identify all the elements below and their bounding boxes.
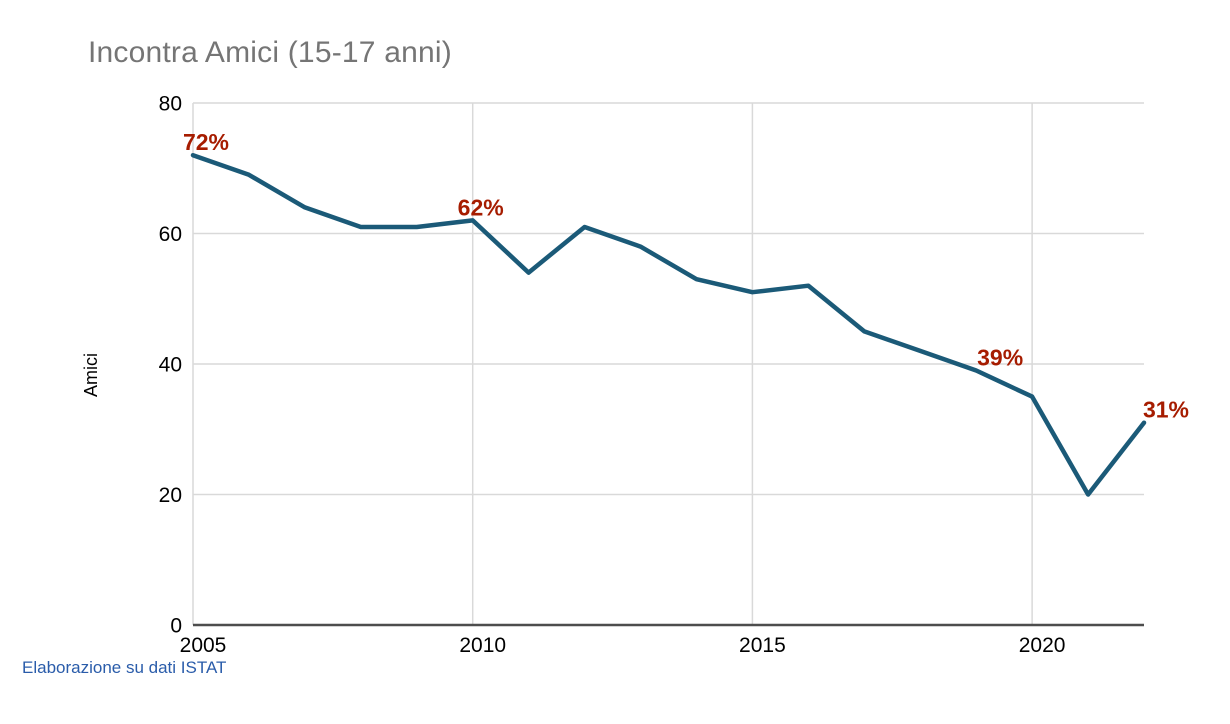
data-point-label: 72% [183, 129, 229, 155]
y-tick-label: 0 [170, 615, 182, 638]
data-point-label: 39% [977, 345, 1023, 371]
x-tick-label: 2015 [739, 634, 786, 657]
x-tick-label: 2005 [180, 634, 227, 657]
series-line-amici [190, 152, 1147, 497]
y-tick-label: 40 [159, 354, 182, 377]
y-tick-label: 80 [159, 93, 182, 116]
data-point-label: 62% [458, 194, 504, 220]
y-tick-label: 60 [159, 223, 182, 246]
y-tick-label: 20 [159, 484, 182, 507]
source-note: Elaborazione su dati ISTAT [22, 658, 227, 677]
chart-title: Incontra Amici (15-17 anni) [88, 36, 452, 69]
y-axis-title: Amici [81, 353, 101, 397]
x-tick-label: 2020 [1019, 634, 1066, 657]
data-point-label: 31% [1143, 397, 1189, 423]
x-tick-label: 2010 [459, 634, 506, 657]
